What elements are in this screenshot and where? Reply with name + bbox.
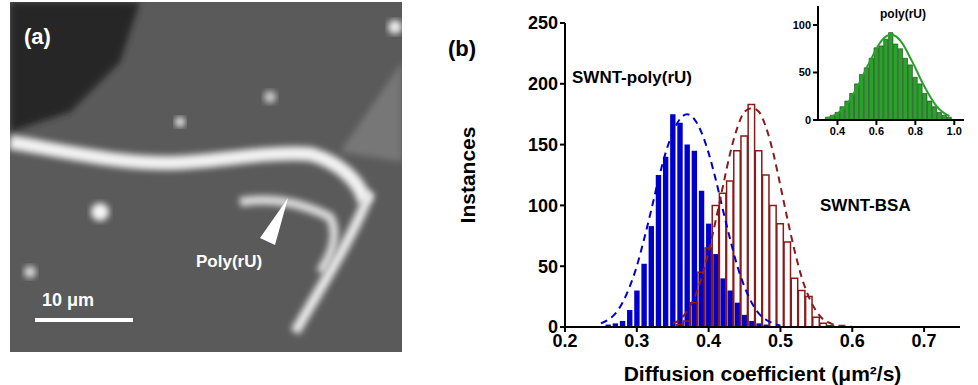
svg-text:0.4: 0.4: [696, 331, 721, 351]
svg-text:0.2: 0.2: [552, 330, 578, 351]
svg-text:100: 100: [528, 196, 558, 216]
svg-text:250: 250: [528, 13, 558, 33]
svg-text:0.3: 0.3: [624, 331, 649, 351]
svg-text:Instances: Instances: [456, 127, 479, 224]
html-text:10 μm: 10 μm: [42, 290, 94, 310]
svg-text:100: 100: [793, 19, 811, 31]
html-text:Poly(rU): Poly(rU): [196, 252, 263, 271]
html-text:SWNT-BSA: SWNT-BSA: [820, 196, 911, 215]
html-text:(a): (a): [24, 24, 51, 49]
svg-text:0.4: 0.4: [830, 125, 846, 137]
html-text:poly(rU): poly(rU): [880, 7, 926, 21]
svg-text:1.0: 1.0: [947, 125, 962, 137]
svg-text:0: 0: [805, 114, 811, 126]
svg-text:0: 0: [548, 317, 558, 337]
svg-text:0.8: 0.8: [908, 125, 923, 137]
svg-text:Diffusion coefficient (μm²/s): Diffusion coefficient (μm²/s): [624, 362, 902, 385]
svg-text:150: 150: [528, 135, 558, 155]
svg-text:0.5: 0.5: [768, 331, 793, 351]
svg-text:50: 50: [538, 257, 558, 277]
svg-text:200: 200: [528, 74, 558, 94]
svg-text:0.7: 0.7: [912, 331, 937, 351]
svg-text:50: 50: [799, 66, 811, 78]
html-text:(b): (b): [448, 36, 477, 61]
svg-text:0.6: 0.6: [869, 125, 884, 137]
svg-text:0.6: 0.6: [840, 331, 865, 351]
html-text:SWNT-poly(rU): SWNT-poly(rU): [572, 68, 692, 87]
